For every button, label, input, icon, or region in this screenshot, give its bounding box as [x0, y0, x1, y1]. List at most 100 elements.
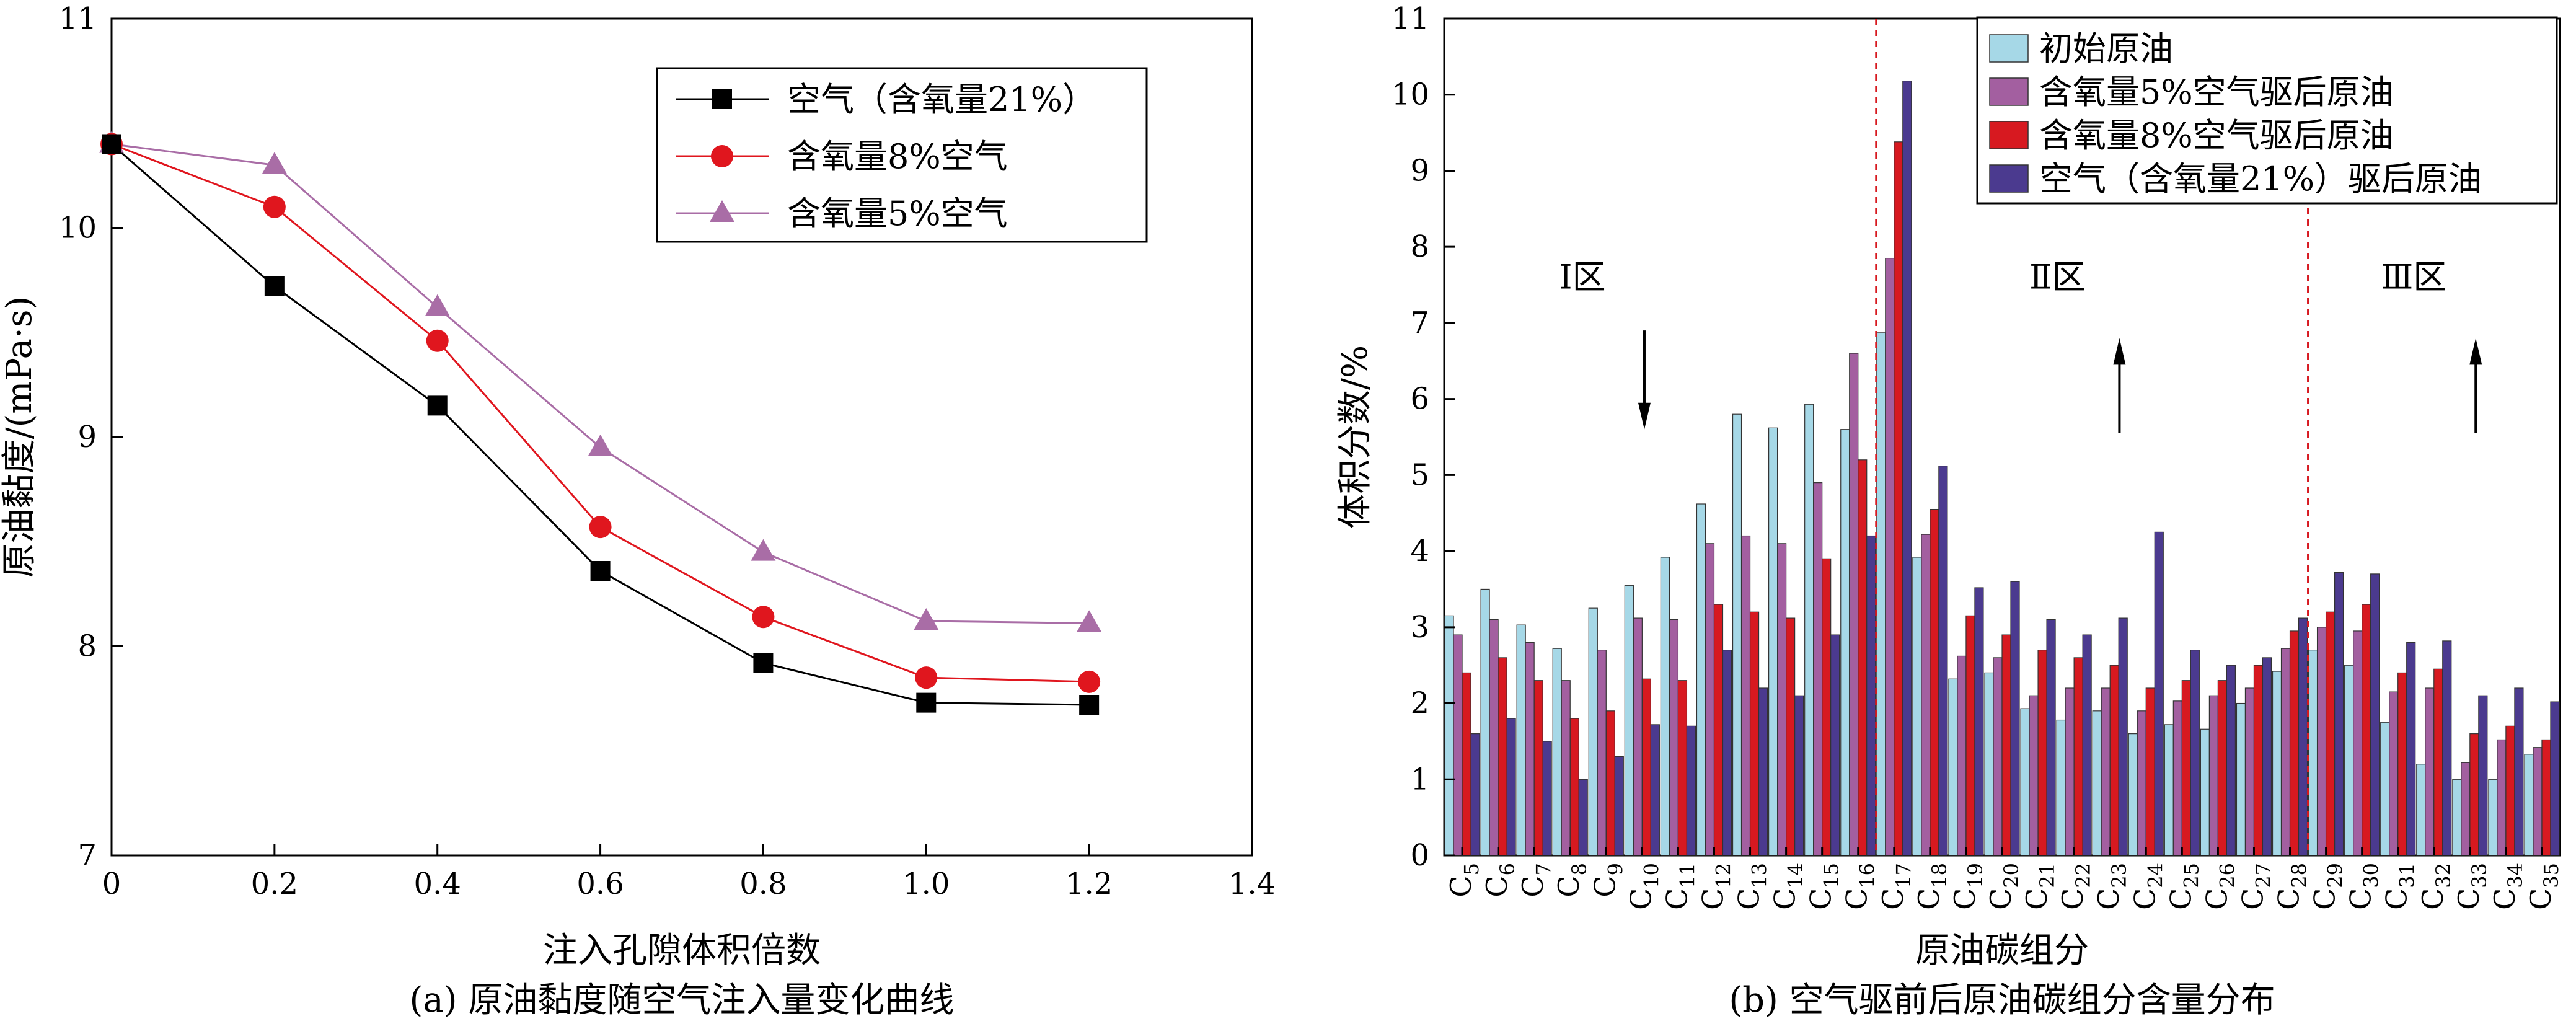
panel-b-xtick-label: C17: [1876, 863, 1915, 910]
panel-b-bar: [1605, 710, 1615, 856]
panel-b-region-label: Ⅲ区: [2381, 257, 2446, 296]
panel-b-bar: [2200, 728, 2210, 856]
panel-b-bar: [2056, 719, 2066, 856]
panel-b-bar: [2046, 619, 2056, 856]
panel-b-bar: [1578, 779, 1588, 856]
panel-b-ytick-label: 6: [1410, 382, 1429, 417]
panel-b-ticks: 01234567891011C5C6C7C8C9C10C11C12C13C14C…: [1392, 1, 2563, 910]
panel-a-xtick-label: 0.6: [576, 867, 624, 901]
panel-b-bar: [1533, 680, 1543, 856]
panel-b-bar: [1696, 503, 1706, 856]
panel-b-bar: [1489, 619, 1499, 856]
panel-b-bar: [2380, 722, 2390, 856]
panel-b-xtick-label: C27: [2236, 863, 2275, 910]
panel-b-bar: [2226, 665, 2236, 856]
panel-b-bar: [1957, 655, 1967, 856]
panel-a-data-point: [262, 152, 287, 174]
panel-b-legend-label: 空气（含氧量21%）驱后原油: [2039, 159, 2482, 198]
panel-b-bar: [2461, 762, 2471, 856]
panel-b-bar: [1650, 724, 1660, 856]
panel-b-ytick-label: 0: [1410, 838, 1429, 873]
panel-b-bar: [1660, 557, 1670, 856]
panel-b-bar: [1858, 459, 1868, 856]
panel-b-bar: [1462, 672, 1471, 856]
panel-b-bar: [1641, 678, 1651, 856]
panel-a-legend-marker: [710, 200, 734, 222]
panel-b-bar: [2478, 695, 2488, 856]
panel-b-legend-label: 含氧量5%空气驱后原油: [2039, 73, 2394, 112]
panel-b-bar: [2272, 671, 2282, 856]
panel-b-bar: [2370, 573, 2380, 856]
panel-b-ytick-label: 10: [1392, 77, 1429, 112]
panel-b-ytick-label: 1: [1410, 762, 1429, 797]
panel-b-xtick-label: C8: [1552, 863, 1591, 898]
panel-b-bar: [1912, 557, 1922, 856]
panel-b-bar: [1444, 615, 1454, 856]
panel-b-legend-swatch: [1989, 121, 2029, 149]
panel-b-bar: [1740, 535, 1751, 856]
panel-a-xtick-label: 0.4: [414, 867, 461, 901]
panel-b-ytick-label: 3: [1410, 610, 1429, 645]
panel-a-ytick-label: 9: [77, 420, 97, 454]
panel-a-legend-marker: [711, 145, 733, 167]
panel-b-bar: [1525, 642, 1535, 856]
panel-b-legend-box: [1976, 16, 2558, 205]
panel-b-bar: [2029, 695, 2039, 856]
panel-b-bar: [2190, 650, 2200, 856]
panel-b-bar: [1597, 650, 1607, 856]
panel-a-legend-label: 含氧量8%空气: [787, 137, 1008, 176]
panel-a-xtick-label: 1.0: [902, 867, 950, 901]
panel-b-region-label: Ⅱ区: [2029, 257, 2086, 296]
panel-b-bar: [2433, 668, 2443, 856]
panel-b-bar: [2533, 747, 2543, 856]
panel-b-legend-swatch: [1989, 164, 2029, 193]
panel-b-bar: [1677, 680, 1688, 856]
panel-a-data-point: [1077, 610, 1102, 632]
panel-a-xlabel: 注入孔隙体积倍数: [543, 930, 821, 971]
panel-b-bar: [2073, 657, 2083, 856]
panel-b-bar: [1921, 534, 1931, 856]
panel-b-bar: [1930, 508, 1939, 856]
panel-b-bar: [2020, 708, 2030, 856]
panel-b-xtick-label: C14: [1768, 863, 1807, 910]
panel-b-bar: [1588, 607, 1598, 856]
panel-a-data-point: [916, 692, 937, 713]
panel-b-xtick-label: C29: [2308, 863, 2347, 910]
panel-a-ytick-label: 11: [59, 1, 97, 36]
panel-b-bar: [2137, 710, 2146, 856]
panel-b-bar: [1722, 650, 1732, 856]
panel-b-bar: [2208, 695, 2218, 856]
panel-b-bar: [1804, 404, 1814, 856]
panel-b-bar: [2253, 665, 2264, 856]
panel-b-region-arrowhead: [1638, 402, 1651, 430]
panel-b-bar: [1470, 733, 1480, 856]
panel-b-bar: [2334, 572, 2344, 856]
panel-a-xtick-label: 0.2: [251, 867, 298, 901]
panel-b-bar: [2325, 611, 2336, 856]
panel-b-xtick-label: C24: [2128, 863, 2167, 910]
panel-a-caption: (a) 原油黏度随空气注入量变化曲线: [410, 980, 955, 1020]
panel-b-bar: [1705, 543, 1715, 856]
panel-b-bar: [2524, 754, 2534, 856]
panel-b-bar: [1669, 619, 1679, 856]
panel-b-bar: [1794, 695, 1804, 856]
panel-a-data-point: [752, 606, 775, 629]
panel-b-xtick-label: C10: [1624, 863, 1663, 910]
panel-b-bar: [2505, 725, 2515, 856]
panel-a-xtick-label: 0: [102, 867, 121, 901]
panel-a-xtick-label: 1.4: [1228, 867, 1276, 901]
panel-a-data-point: [588, 434, 613, 456]
panel-b-ylabel: 体积分数/%: [1335, 345, 1375, 529]
panel-b-xtick-label: C28: [2272, 863, 2311, 910]
panel-b-legend-swatch: [1989, 34, 2029, 63]
panel-b-bar: [1768, 427, 1778, 856]
panel-a-ytick-label: 10: [59, 211, 97, 245]
panel-a-data-point: [914, 608, 939, 630]
panel-b-bar: [2217, 680, 2227, 856]
panel-a-ytick-label: 7: [77, 838, 97, 873]
panel-a-data-point: [426, 329, 449, 352]
panel-b-xtick-label: C31: [2380, 863, 2419, 910]
